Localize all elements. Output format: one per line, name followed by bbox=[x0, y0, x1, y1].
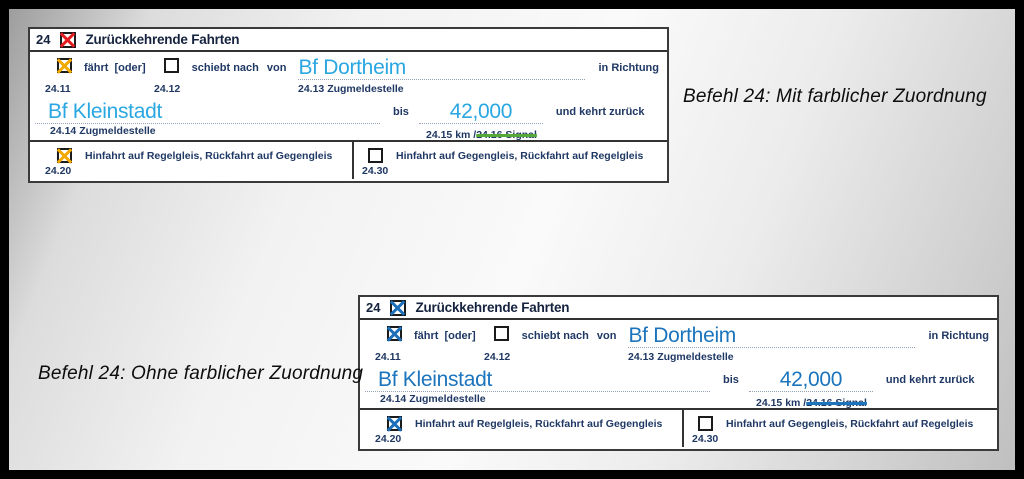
ref-24-30: 24.30 bbox=[692, 433, 719, 445]
field-refs-row-1: 24.11 24.12 24.13 Zugmeldestelle bbox=[30, 83, 667, 96]
km-field[interactable]: 42,000 bbox=[418, 97, 543, 124]
checkbox-24-11[interactable] bbox=[387, 326, 402, 341]
befehl-form-colored: 24 Zurückkehrende Fahrten fährt [oder] s… bbox=[28, 27, 669, 183]
fahrt-label: fährt bbox=[84, 62, 109, 74]
regelgleis-cell: Hinfahrt auf Regelgleis, Rückfahrt auf G… bbox=[360, 410, 684, 447]
ref-24-12: 24.12 bbox=[154, 83, 181, 95]
ref-24-12: 24.12 bbox=[484, 351, 511, 363]
to-station-value[interactable]: Bf Kleinstadt bbox=[48, 100, 162, 123]
from-station-field[interactable]: Bf Dortheim bbox=[298, 53, 585, 80]
km-value[interactable]: 42,000 bbox=[779, 368, 843, 391]
to-station-field[interactable]: Bf Kleinstadt bbox=[35, 97, 380, 124]
ref-24-15: 24.15 km / bbox=[426, 129, 477, 141]
field-refs-row-2: 24.14 Zugmeldestelle 24.15 km /24.16 Sig… bbox=[30, 125, 667, 141]
ref-24-30: 24.30 bbox=[362, 165, 389, 177]
regelgleis-label: Hinfahrt auf Regelgleis, Rückfahrt auf G… bbox=[415, 417, 663, 430]
checkbox-24-20[interactable] bbox=[387, 416, 402, 431]
checkbox-24-11[interactable] bbox=[57, 58, 72, 73]
richtung-label: in Richtung bbox=[928, 330, 990, 342]
checkbox-24-12[interactable] bbox=[163, 58, 179, 73]
von-label: von bbox=[596, 330, 617, 342]
ref-24-11: 24.11 bbox=[375, 351, 401, 363]
form-bottom-section: Hinfahrt auf Regelgleis, Rückfahrt auf G… bbox=[360, 410, 997, 447]
caption-colored: Befehl 24: Mit farblicher Zuordnung bbox=[683, 86, 987, 107]
schiebt-label: schiebt nach bbox=[521, 330, 589, 342]
from-station-value[interactable]: Bf Dortheim bbox=[298, 56, 407, 79]
form-number: 24 bbox=[36, 32, 51, 47]
richtung-label: in Richtung bbox=[598, 62, 660, 74]
bis-row: Bf Kleinstadt bis 42,000 und kehrt zurüc… bbox=[365, 365, 989, 392]
regelgleis-label: Hinfahrt auf Regelgleis, Rückfahrt auf G… bbox=[85, 149, 333, 162]
regelgleis-cell: Hinfahrt auf Regelgleis, Rückfahrt auf G… bbox=[30, 142, 354, 179]
kehrt-label: und kehrt zurück bbox=[885, 374, 975, 386]
ref-24-15-16: 24.15 km /24.16 Signal bbox=[756, 393, 867, 411]
checkbox-24-30[interactable] bbox=[368, 148, 383, 163]
ref-24-14: 24.14 Zugmeldestelle bbox=[380, 393, 486, 405]
caption-plain: Befehl 24: Ohne farblicher Zuordnung bbox=[38, 363, 364, 384]
to-station-field[interactable]: Bf Kleinstadt bbox=[365, 365, 710, 392]
form-bottom-section: Hinfahrt auf Regelgleis, Rückfahrt auf G… bbox=[30, 142, 667, 179]
von-label: von bbox=[266, 62, 287, 74]
ref-24-16-struck: 24.16 Signal bbox=[476, 129, 537, 141]
field-refs-row-2: 24.14 Zugmeldestelle 24.15 km /24.16 Sig… bbox=[360, 393, 997, 409]
ref-24-15-16: 24.15 km /24.16 Signal bbox=[426, 125, 537, 143]
form-header: 24 Zurückkehrende Fahrten bbox=[30, 29, 667, 52]
ref-24-11: 24.11 bbox=[45, 83, 71, 95]
gegengleis-label: Hinfahrt auf Gegengleis, Rückfahrt auf R… bbox=[396, 149, 644, 162]
checkbox-24-30[interactable] bbox=[698, 416, 713, 431]
ref-24-20: 24.20 bbox=[45, 165, 72, 177]
bis-row: Bf Kleinstadt bis 42,000 und kehrt zurüc… bbox=[35, 97, 659, 124]
fahrt-label: fährt bbox=[414, 330, 439, 342]
from-station-field[interactable]: Bf Dortheim bbox=[628, 321, 915, 348]
from-station-value[interactable]: Bf Dortheim bbox=[628, 324, 737, 347]
to-station-value[interactable]: Bf Kleinstadt bbox=[378, 368, 492, 391]
checkbox-24-12[interactable] bbox=[493, 326, 509, 341]
kehrt-label: und kehrt zurück bbox=[555, 106, 645, 118]
ref-24-15: 24.15 km / bbox=[756, 397, 807, 409]
form-number: 24 bbox=[366, 300, 381, 315]
km-field[interactable]: 42,000 bbox=[748, 365, 873, 392]
km-value[interactable]: 42,000 bbox=[449, 100, 513, 123]
checkbox-24-20[interactable] bbox=[57, 148, 72, 163]
ref-24-14: 24.14 Zugmeldestelle bbox=[50, 125, 156, 137]
oder-label: [oder] bbox=[114, 62, 146, 74]
field-refs-row-1: 24.11 24.12 24.13 Zugmeldestelle bbox=[360, 351, 997, 364]
fahrt-row: fährt [oder] schiebt nach von Bf Dorthei… bbox=[365, 321, 989, 348]
schiebt-label: schiebt nach bbox=[191, 62, 259, 74]
form-middle-section: fährt [oder] schiebt nach von Bf Dorthei… bbox=[360, 320, 997, 410]
form-header: 24 Zurückkehrende Fahrten bbox=[360, 297, 997, 320]
ref-24-20: 24.20 bbox=[375, 433, 402, 445]
form-title: Zurückkehrende Fahrten bbox=[415, 300, 570, 315]
ref-24-13: 24.13 Zugmeldestelle bbox=[298, 83, 404, 95]
bis-label: bis bbox=[723, 374, 739, 386]
form-middle-section: fährt [oder] schiebt nach von Bf Dorthei… bbox=[30, 52, 667, 142]
gegengleis-cell: Hinfahrt auf Gegengleis, Rückfahrt auf R… bbox=[684, 410, 997, 447]
ref-24-13: 24.13 Zugmeldestelle bbox=[628, 351, 734, 363]
form-title: Zurückkehrende Fahrten bbox=[85, 32, 240, 47]
gegengleis-label: Hinfahrt auf Gegengleis, Rückfahrt auf R… bbox=[726, 417, 974, 430]
fahrt-row: fährt [oder] schiebt nach von Bf Dorthei… bbox=[35, 53, 659, 80]
header-checkbox[interactable] bbox=[390, 299, 407, 316]
gegengleis-cell: Hinfahrt auf Gegengleis, Rückfahrt auf R… bbox=[354, 142, 667, 179]
befehl-form-plain: 24 Zurückkehrende Fahrten fährt [oder] s… bbox=[358, 295, 999, 451]
oder-label: [oder] bbox=[444, 330, 476, 342]
header-checkbox[interactable] bbox=[60, 31, 77, 48]
bis-label: bis bbox=[393, 106, 409, 118]
ref-24-16-struck: 24.16 Signal bbox=[806, 397, 867, 409]
